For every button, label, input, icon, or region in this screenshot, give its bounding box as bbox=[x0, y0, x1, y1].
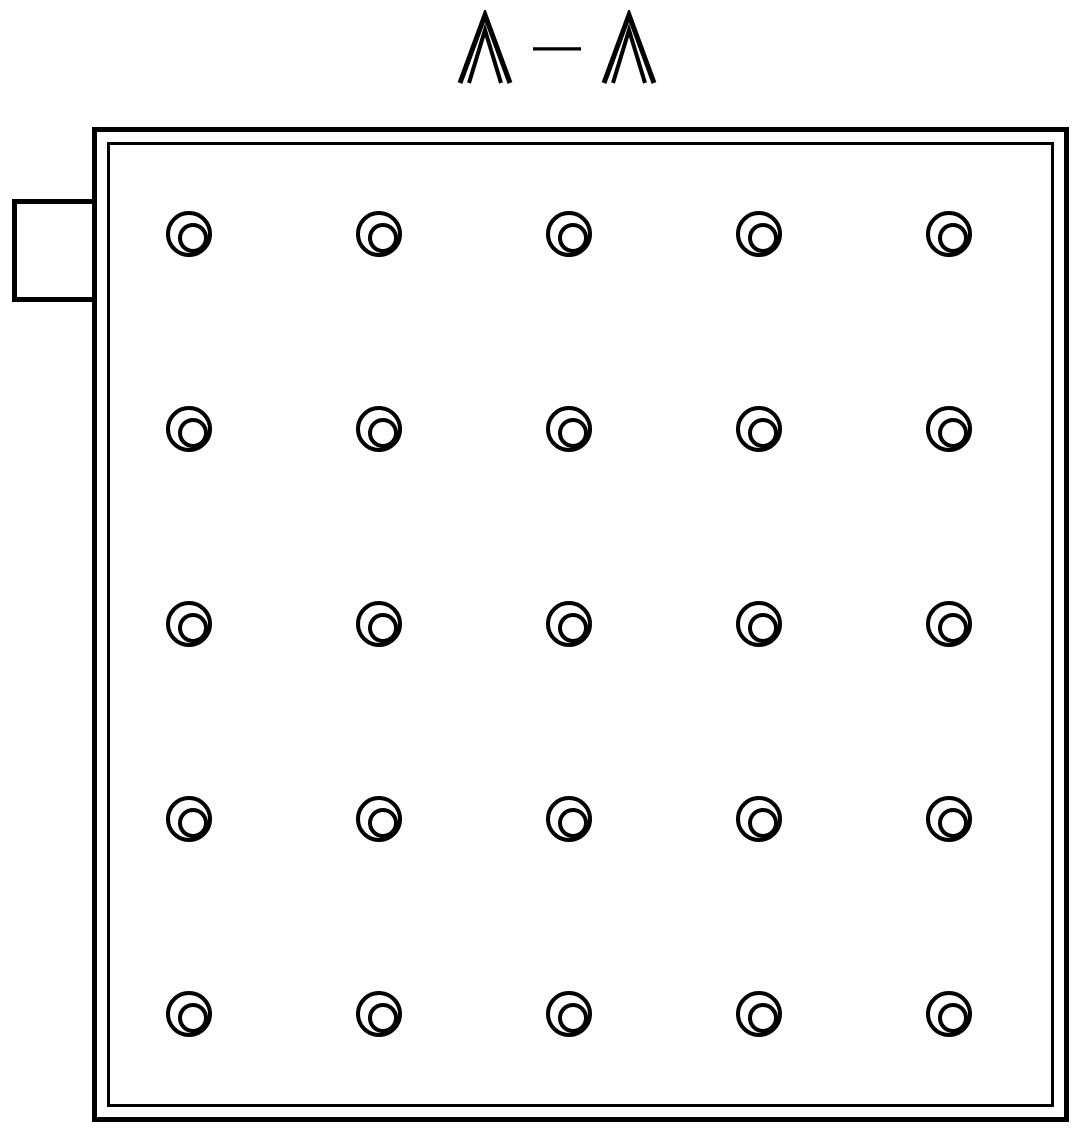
bolt-icon bbox=[736, 796, 782, 842]
bolt-icon bbox=[546, 796, 592, 842]
bolt-icon bbox=[736, 601, 782, 647]
bolt-icon bbox=[926, 601, 972, 647]
bolt-icon bbox=[736, 211, 782, 257]
section-dash: — bbox=[533, 22, 581, 70]
letter-a-right-svg bbox=[599, 10, 659, 88]
bolt-icon bbox=[356, 796, 402, 842]
bolt-icon bbox=[166, 406, 212, 452]
bolt-icon bbox=[356, 406, 402, 452]
section-label: — bbox=[455, 10, 659, 93]
bolt-icon bbox=[546, 991, 592, 1037]
bolt-icon bbox=[166, 601, 212, 647]
bolt-icon bbox=[926, 211, 972, 257]
section-letter-right bbox=[599, 10, 659, 93]
bolt-icon bbox=[926, 991, 972, 1037]
bolt-icon bbox=[546, 601, 592, 647]
bolt-icon bbox=[546, 406, 592, 452]
bolt-icon bbox=[546, 211, 592, 257]
bolt-icon bbox=[166, 991, 212, 1037]
letter-a-left-svg bbox=[455, 10, 515, 88]
section-letter-left bbox=[455, 10, 515, 93]
bolt-icon bbox=[356, 211, 402, 257]
bolt-icon bbox=[166, 796, 212, 842]
bolt-icon bbox=[356, 991, 402, 1037]
bolt-icon bbox=[166, 211, 212, 257]
bolt-icon bbox=[736, 406, 782, 452]
bolt-icon bbox=[736, 991, 782, 1037]
bolt-icon bbox=[356, 601, 402, 647]
bolt-icon bbox=[926, 406, 972, 452]
bolt-icon bbox=[926, 796, 972, 842]
side-tab bbox=[12, 199, 92, 302]
